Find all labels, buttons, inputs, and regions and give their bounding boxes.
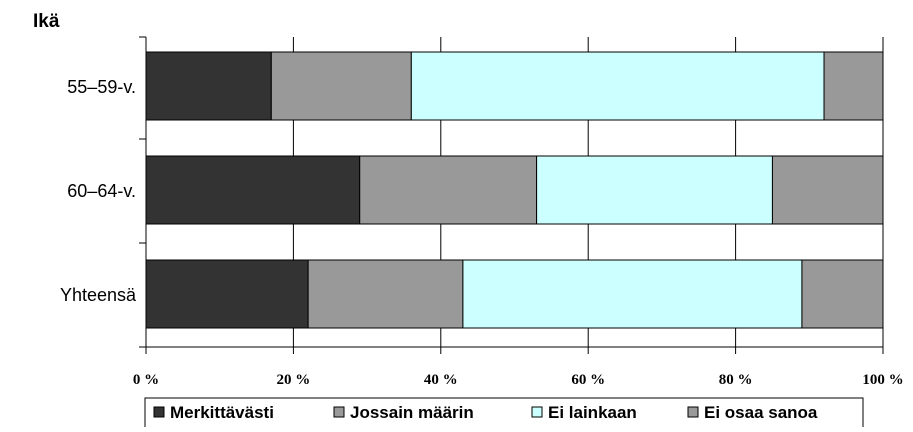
legend-label-2: Ei lainkaan [548,403,637,422]
bar-2-series-2 [462,259,803,329]
legend: Merkittävästi Jossain määrin Ei lainkaan Ei… [144,397,864,429]
legend-swatch-2 [531,406,543,418]
bar-0-series-1 [270,51,412,121]
bar-2-series-3 [801,259,884,329]
bar-2-series-0 [145,259,309,329]
x-tick-label-0: 0 % [133,372,159,388]
x-tick-label-20: 20 % [277,372,311,388]
x-tick-label-80: 80 % [719,372,753,388]
x-tick-label-60: 60 % [571,372,605,388]
bar-1-series-2 [536,155,773,225]
x-tick-label-100: 100 % [862,372,903,388]
legend-label-1: Jossain määrin [350,403,474,422]
x-tick-label-40: 40 % [424,372,458,388]
bar-2-series-1 [307,259,464,329]
category-label-1: 60–64-v. [67,181,136,201]
bar-1-series-1 [359,155,538,225]
legend-swatch-0 [153,406,165,418]
bar-0-series-0 [145,51,272,121]
bar-1-series-3 [771,155,884,225]
category-label-2: Yhteensä [60,285,137,305]
legend-label-0: Merkittävästi [170,403,274,422]
bar-1-series-0 [145,155,361,225]
category-label-0: 55–59-v. [67,77,136,97]
legend-box [144,397,864,429]
bar-0-series-3 [823,51,884,121]
y-axis-title: Ikä [33,11,60,32]
legend-label-3: Ei osaa sanoa [704,403,818,422]
bar-0-series-2 [410,51,825,121]
legend-swatch-1 [333,406,345,418]
legend-swatch-3 [687,406,699,418]
labels: 55–59-v. 60–64-v. Yhteensä 0 % 20 % 40 % 60 % 8… [60,77,904,388]
bars [145,51,884,329]
axes [139,36,884,354]
